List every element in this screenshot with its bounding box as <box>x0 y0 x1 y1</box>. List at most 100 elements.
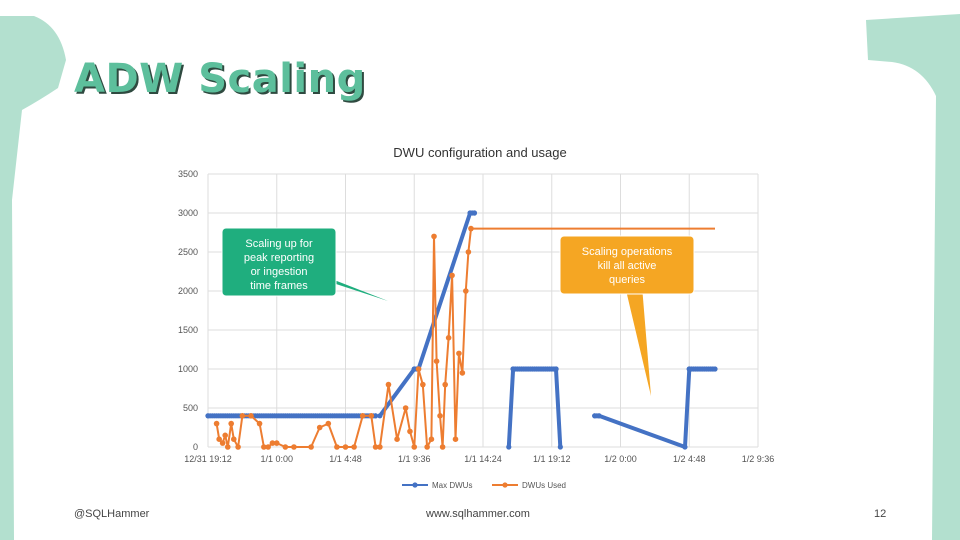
x-tick-label: 12/31 19:12 <box>184 454 232 464</box>
data-point <box>452 436 459 443</box>
data-point <box>682 444 688 450</box>
legend-marker <box>412 482 418 488</box>
y-tick-label: 2500 <box>178 247 198 257</box>
data-point <box>308 444 314 450</box>
data-point <box>222 432 228 439</box>
data-point <box>248 413 254 419</box>
data-point <box>235 444 241 450</box>
data-point <box>557 444 563 450</box>
callout-line: Scaling up for <box>245 238 313 250</box>
page-number: 12 <box>874 508 887 520</box>
y-tick-label: 3000 <box>178 208 198 218</box>
data-point <box>359 413 366 419</box>
x-tick-label: 1/1 0:00 <box>260 454 293 464</box>
x-tick-label: 1/1 9:36 <box>398 454 431 464</box>
data-point <box>431 233 437 240</box>
data-point <box>316 424 323 431</box>
data-point <box>428 436 435 443</box>
callout-line: or ingestion <box>251 266 308 278</box>
data-point <box>342 444 349 450</box>
chart-title: DWU configuration and usage <box>393 145 566 160</box>
data-point <box>402 405 409 411</box>
data-point <box>325 420 332 427</box>
data-point <box>334 444 340 450</box>
data-point <box>456 350 462 357</box>
callout-line: kill all active <box>598 260 657 272</box>
callout-scaling-up-text: Scaling up for peak reporting or ingestion… <box>244 238 314 292</box>
data-point <box>394 436 400 443</box>
data-point <box>506 444 512 450</box>
dwu-chart: DWU configuration and usage 0 500 1000 1500… <box>178 145 774 490</box>
data-point <box>273 440 280 446</box>
data-point <box>269 440 276 446</box>
footer-website: www.sqlhammer.com <box>426 508 530 520</box>
chart-series <box>205 210 718 450</box>
series-line <box>378 211 475 417</box>
data-point <box>471 210 478 216</box>
slide-title: ADW Scaling <box>74 56 366 102</box>
data-point <box>553 366 559 372</box>
data-point <box>351 444 357 450</box>
data-point <box>261 444 267 450</box>
data-point <box>282 444 289 450</box>
data-point <box>424 444 430 450</box>
y-tick-label: 0 <box>193 442 198 452</box>
legend-marker <box>502 482 508 488</box>
legend-label: Max DWUs <box>432 481 472 490</box>
callout-line: time frames <box>250 280 308 292</box>
data-point <box>449 272 455 279</box>
data-point <box>291 444 297 450</box>
data-point <box>407 428 413 435</box>
data-point <box>228 420 235 427</box>
data-point <box>256 420 263 427</box>
data-point <box>415 366 422 372</box>
callout-line: Scaling operations <box>582 246 673 258</box>
callout-scaling-kills-queries: Scaling operations kill all active queries <box>559 235 695 396</box>
chart-container: DWU configuration and usage 0 500 1000 1500… <box>150 136 780 496</box>
data-point <box>224 444 231 450</box>
x-tick-label: 1/1 4:48 <box>329 454 362 464</box>
x-axis: 12/31 19:12 1/1 0:00 1/1 4:48 1/1 9:36 1/1 1… <box>184 454 774 464</box>
data-point <box>239 413 246 419</box>
y-tick-label: 1000 <box>178 364 198 374</box>
data-point <box>213 420 220 427</box>
y-tick-label: 3500 <box>178 169 198 179</box>
data-point <box>433 358 440 364</box>
data-point <box>463 288 469 294</box>
y-axis: 0 500 1000 1500 2000 2500 3000 3500 <box>178 169 198 452</box>
x-tick-label: 1/2 0:00 <box>604 454 637 464</box>
y-tick-label: 1500 <box>178 325 198 335</box>
data-point <box>230 436 237 443</box>
legend-label: DWUs Used <box>522 481 566 490</box>
callout-scaling-up: Scaling up for peak reporting or ingestion… <box>221 227 388 301</box>
data-point <box>596 413 602 419</box>
chart-legend: Max DWUs DWUs Used <box>402 481 566 490</box>
x-tick-label: 1/2 4:48 <box>673 454 706 464</box>
x-tick-label: 1/1 14:24 <box>464 454 502 464</box>
data-point <box>459 370 466 376</box>
data-point <box>442 381 448 388</box>
right-frame-shape <box>866 14 960 540</box>
data-point <box>439 444 446 450</box>
x-tick-label: 1/1 19:12 <box>533 454 571 464</box>
y-tick-label: 500 <box>183 403 198 413</box>
data-point <box>372 444 379 450</box>
y-tick-label: 2000 <box>178 286 198 296</box>
data-point <box>385 381 392 388</box>
data-point <box>465 249 472 255</box>
data-point <box>445 335 452 341</box>
series-dwus-used <box>213 225 715 450</box>
footer-author: @SQLHammer <box>74 508 150 520</box>
data-point <box>712 366 718 372</box>
chart-grid <box>207 173 759 448</box>
data-point <box>219 440 226 446</box>
series-max-dwus <box>205 210 718 450</box>
callout-line: peak reporting <box>244 252 314 264</box>
data-point <box>265 444 271 450</box>
callout-line: queries <box>609 274 646 286</box>
data-point <box>372 413 379 419</box>
data-point <box>468 225 474 232</box>
callout-scaling-kills-queries-text: Scaling operations kill all active queries <box>582 246 673 286</box>
left-frame-shape <box>0 16 66 540</box>
